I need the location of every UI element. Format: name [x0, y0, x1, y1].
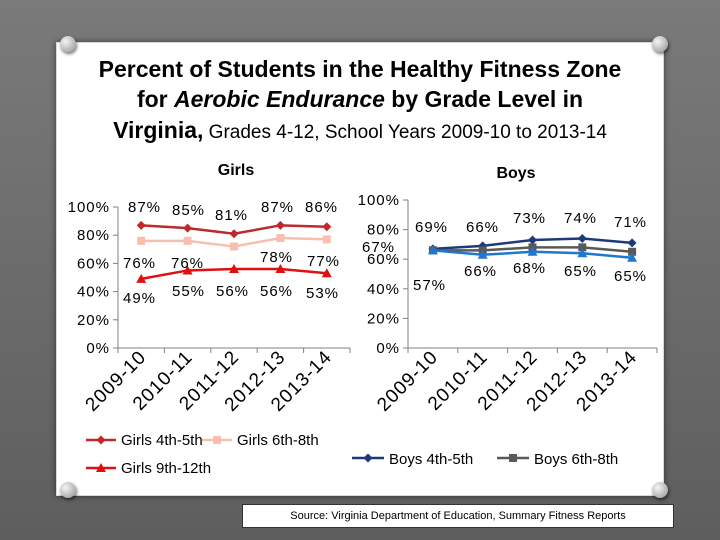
data-point	[276, 234, 285, 243]
data-point	[229, 229, 239, 239]
title-line-2-pre: for	[136, 86, 175, 112]
title-line-1: Percent of Students in the Healthy Fitne…	[98, 56, 622, 82]
chart-title: Girls	[218, 162, 255, 179]
data-label: 81%	[215, 207, 248, 224]
data-point	[229, 264, 239, 274]
y-tick-label: 40%	[367, 281, 400, 298]
y-tick-label: 60%	[77, 255, 110, 272]
y-tick-label: 100%	[68, 199, 110, 216]
legend-label: Boys 6th-8th	[534, 451, 618, 468]
data-point	[528, 235, 537, 245]
data-label: 78%	[260, 249, 293, 266]
data-label: 76%	[171, 255, 204, 272]
data-point	[427, 245, 438, 255]
data-point	[627, 238, 637, 248]
legend-marker	[213, 436, 221, 444]
data-label: 53%	[306, 285, 339, 302]
y-tick-label: 60%	[367, 251, 400, 268]
data-point	[275, 264, 286, 274]
source-note: Source: Virginia Department of Education…	[242, 504, 674, 528]
pushpin-icon	[60, 482, 76, 498]
data-point	[275, 220, 285, 230]
data-point	[627, 252, 638, 262]
data-point	[321, 268, 332, 278]
pushpin-icon	[60, 36, 76, 52]
data-point	[136, 220, 146, 230]
data-label: 56%	[260, 283, 293, 300]
data-label: 87%	[261, 199, 294, 216]
title-subtitle: Grades 4-12, School Years 2009-10 to 201…	[203, 122, 607, 143]
data-label: 85%	[172, 202, 205, 219]
data-label: 56%	[216, 283, 249, 300]
data-label: 57%	[413, 277, 446, 294]
data-label: 69%	[415, 219, 448, 236]
legend-marker	[509, 454, 517, 462]
data-point	[527, 246, 538, 256]
data-label: 55%	[172, 283, 205, 300]
data-point	[136, 273, 147, 283]
y-tick-label: 20%	[77, 312, 110, 329]
legend-label: Boys 4th-5th	[389, 451, 473, 468]
data-label: 77%	[307, 253, 340, 270]
data-point	[183, 236, 192, 245]
data-label: 86%	[305, 199, 338, 216]
legend-marker	[96, 463, 106, 472]
title-line-3: Virginia, Grades 4-12, School Years 2009…	[0, 117, 720, 144]
data-label: 74%	[564, 210, 597, 227]
pushpin-icon	[652, 36, 668, 52]
data-point	[577, 233, 587, 243]
legend-label: Girls 9th-12th	[121, 460, 211, 477]
legend-label: Girls 4th-5th	[121, 432, 203, 449]
data-label: 65%	[564, 263, 597, 280]
data-label: 87%	[128, 199, 161, 216]
title-state: Virginia,	[113, 117, 204, 143]
data-label: 66%	[466, 219, 499, 236]
data-label: 76%	[123, 255, 156, 272]
data-point	[577, 248, 588, 258]
title-line-2-post: by Grade Level in	[384, 86, 584, 112]
chart-title: Boys	[496, 165, 535, 182]
y-tick-label: 80%	[77, 227, 110, 244]
data-label: 65%	[614, 268, 647, 285]
pushpin-icon	[652, 482, 668, 498]
legend-label: Girls 6th-8th	[237, 432, 319, 449]
content-panel	[56, 42, 664, 496]
data-point	[477, 249, 488, 259]
data-point	[322, 222, 332, 232]
data-point	[322, 235, 331, 244]
data-label: 61%	[0, 0, 33, 4]
data-label: 49%	[123, 290, 156, 307]
data-label: 71%	[614, 214, 647, 231]
data-point	[578, 243, 587, 252]
data-point	[230, 242, 238, 251]
data-point	[183, 223, 193, 233]
y-tick-label: 0%	[376, 340, 400, 357]
title-emphasis: Aerobic Endurance	[174, 86, 385, 112]
data-label: 73%	[513, 210, 546, 227]
title-line-2: for Aerobic Endurance by Grade Level in	[0, 86, 720, 113]
y-tick-label: 80%	[367, 222, 400, 239]
y-tick-label: 20%	[367, 310, 400, 327]
data-label: 67%	[362, 239, 395, 256]
legend-marker	[96, 435, 106, 445]
data-point	[182, 265, 193, 275]
data-point	[628, 247, 637, 256]
data-label: 66%	[464, 263, 497, 280]
legend-marker	[363, 453, 373, 463]
y-tick-label: 0%	[86, 340, 110, 357]
y-tick-label: 40%	[77, 284, 110, 301]
data-point	[137, 236, 146, 245]
data-label: 68%	[513, 260, 546, 277]
y-tick-label: 100%	[358, 192, 400, 209]
